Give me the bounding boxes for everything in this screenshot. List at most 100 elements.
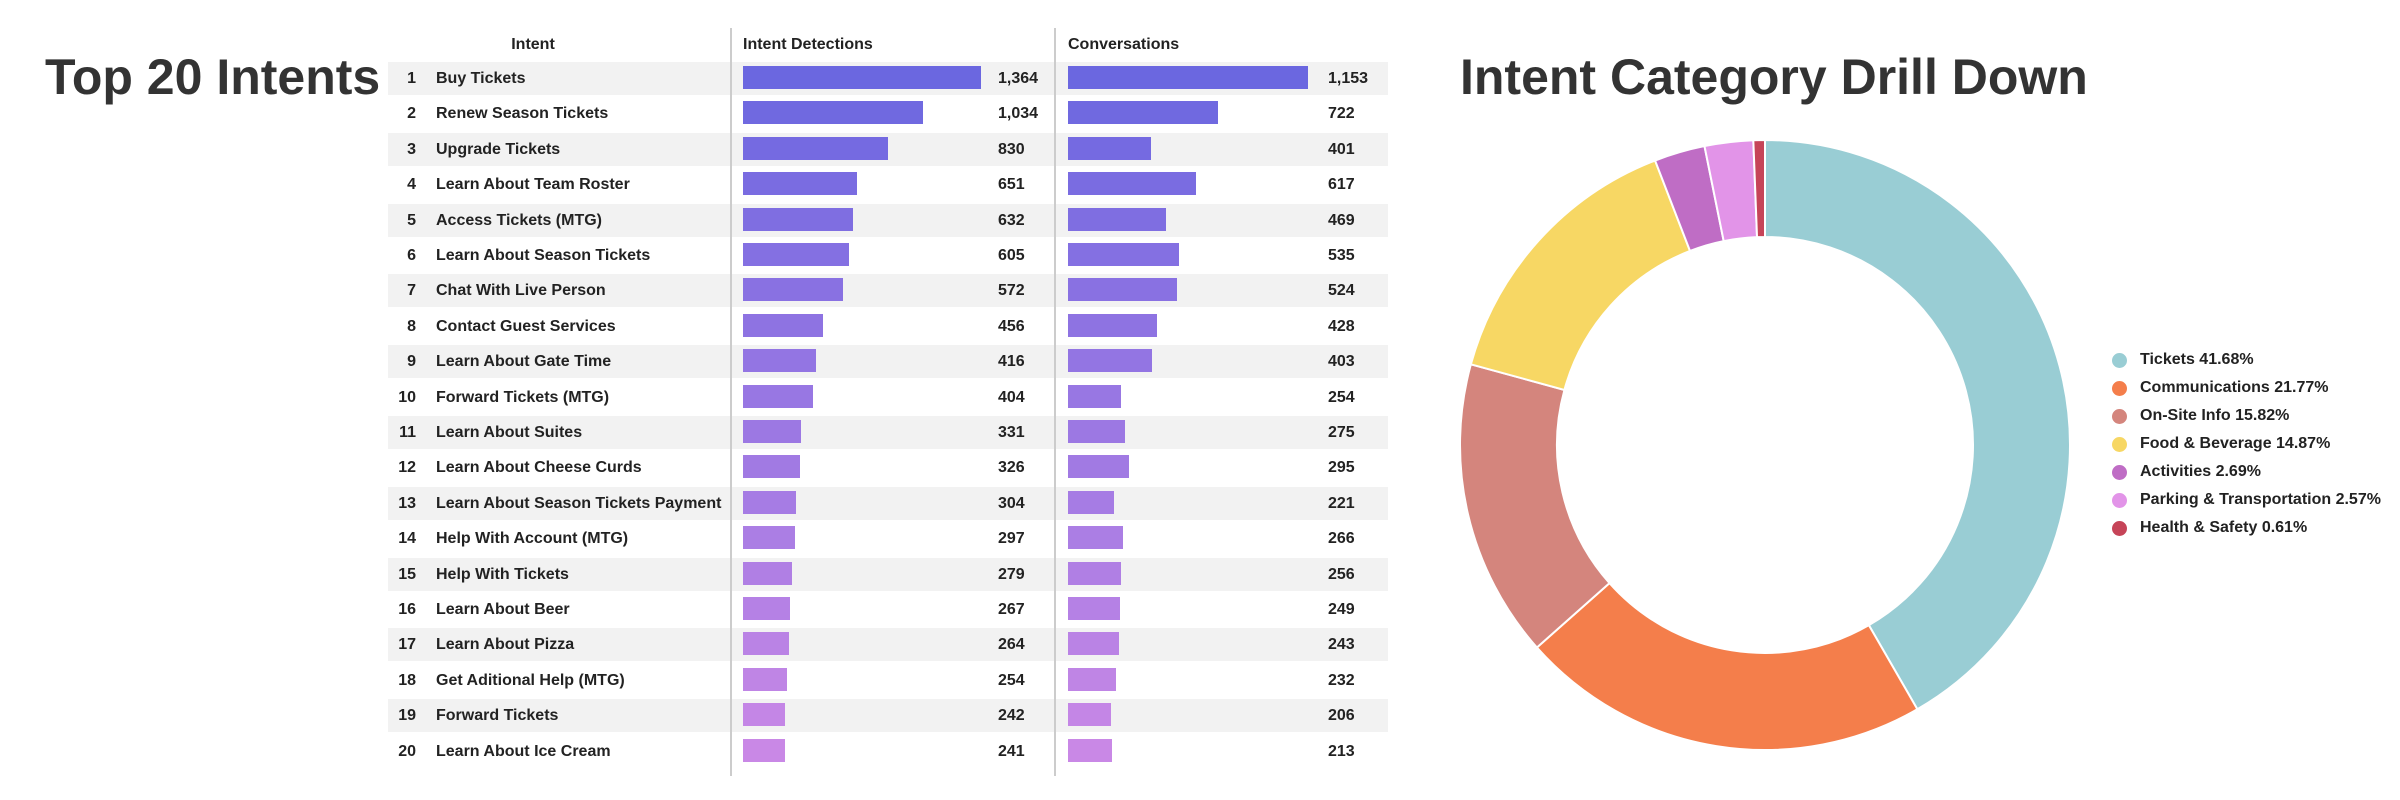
- detections-value: 1,034: [998, 105, 1039, 123]
- conversations-value: 428: [1328, 317, 1355, 335]
- conversations-bar: [1068, 66, 1308, 89]
- detections-bar: [743, 243, 849, 266]
- legend-swatch: [2112, 409, 2127, 424]
- row-rank: 6: [407, 247, 416, 264]
- intent-name: Chat With Live Person: [436, 282, 606, 300]
- table-row: 7 Chat With Live Person 572 524: [388, 274, 1388, 308]
- row-rank: 11: [399, 424, 416, 441]
- legend-label: Health & Safety 0.61%: [2140, 519, 2308, 536]
- column-divider: [730, 28, 732, 776]
- conversations-value: 722: [1328, 105, 1355, 123]
- detections-bar: [743, 490, 797, 514]
- legend-label: Food & Beverage 14.87%: [2140, 435, 2331, 452]
- row-rank: 15: [398, 565, 416, 583]
- conversations-bar: [1068, 490, 1114, 514]
- intent-name: Learn About Cheese Curds: [436, 459, 642, 477]
- conversations-value: 256: [1328, 565, 1355, 583]
- intent-name: Get Aditional Help (MTG): [436, 671, 625, 689]
- intent-name: Learn About Gate Time: [436, 353, 612, 371]
- table-row: 19 Forward Tickets 242 206: [388, 699, 1388, 733]
- conversations-bar: [1068, 136, 1152, 160]
- intent-name: Access Tickets (MTG): [436, 211, 602, 229]
- detections-value: 304: [998, 494, 1025, 512]
- intent-name: Buy Tickets: [436, 70, 526, 87]
- legend-swatch: [2112, 353, 2127, 368]
- intent-name: Learn About Suites: [436, 424, 583, 441]
- intent-name: Forward Tickets (MTG): [436, 388, 610, 406]
- detections-value: 572: [998, 282, 1025, 300]
- table-row: 3 Upgrade Tickets 830 401: [388, 132, 1388, 166]
- detections-value: 1,364: [998, 70, 1039, 87]
- row-rank: 20: [398, 742, 416, 760]
- table-row: 9 Learn About Gate Time 416 403: [388, 345, 1388, 379]
- table-row: 15 Help With Tickets 279 256: [388, 557, 1388, 591]
- row-rank: 16: [398, 601, 416, 618]
- detections-bar: [743, 207, 854, 231]
- conversations-bar: [1068, 561, 1122, 585]
- conversations-bar: [1068, 667, 1117, 691]
- row-rank: 14: [398, 530, 416, 548]
- donut-slice: [1752, 138, 1766, 239]
- detections-value: 404: [998, 388, 1025, 406]
- category-donut-chart: [1455, 135, 2075, 755]
- table-row: 16 Learn About Beer 267 249: [388, 593, 1388, 626]
- conversations-bar: [1068, 313, 1158, 337]
- intent-name: Learn About Team Roster: [436, 176, 630, 194]
- conversations-value: 295: [1328, 459, 1355, 477]
- intent-name: Learn About Season Tickets: [436, 247, 651, 264]
- conversations-value: 401: [1328, 140, 1355, 158]
- conversations-bar: [1068, 455, 1130, 479]
- table-header: Intent Intent Detections Conversations: [388, 28, 1388, 62]
- conversations-value: 275: [1328, 424, 1355, 441]
- detections-value: 416: [998, 353, 1025, 371]
- conversations-value: 617: [1328, 176, 1355, 194]
- detections-bar: [743, 597, 790, 620]
- conversations-bar: [1068, 278, 1178, 302]
- row-rank: 13: [398, 494, 416, 512]
- conversations-bar: [1068, 349, 1152, 373]
- intent-name: Forward Tickets: [436, 707, 559, 725]
- conversations-value: 266: [1328, 530, 1355, 548]
- row-rank: 5: [407, 211, 416, 229]
- legend-swatch: [2112, 521, 2127, 536]
- detections-bar: [743, 455, 800, 479]
- detections-value: 830: [998, 140, 1025, 158]
- header-conversations: Conversations: [1068, 36, 1180, 53]
- detections-bar: [743, 667, 788, 691]
- detections-value: 254: [998, 671, 1025, 689]
- detections-bar: [743, 349, 816, 373]
- row-rank: 10: [398, 388, 416, 406]
- detections-value: 264: [998, 636, 1025, 654]
- intent-name: Upgrade Tickets: [436, 140, 561, 158]
- intent-name: Renew Season Tickets: [436, 105, 609, 123]
- legend-swatch: [2112, 437, 2127, 452]
- detections-bar: [743, 420, 801, 443]
- donut-slice: [1469, 159, 1692, 392]
- conversations-value: 249: [1328, 601, 1355, 618]
- table-row: 12 Learn About Cheese Curds 326 295: [388, 451, 1388, 484]
- donut-svg: [1459, 138, 2072, 751]
- intent-name: Learn About Ice Cream: [436, 742, 611, 760]
- header-intent: Intent: [511, 36, 555, 53]
- detections-bar: [743, 738, 786, 762]
- conversations-bar: [1068, 597, 1120, 620]
- donut-slice: [1535, 581, 1919, 751]
- conversations-value: 206: [1328, 707, 1355, 725]
- detections-bar: [743, 632, 790, 656]
- detections-bar: [743, 313, 823, 337]
- donut-slice: [1764, 138, 2072, 711]
- table-row: 17 Learn About Pizza 264 243: [388, 628, 1388, 662]
- table-row: 5 Access Tickets (MTG) 632 469: [388, 203, 1388, 237]
- conversations-value: 243: [1328, 636, 1355, 654]
- intent-name: Learn About Beer: [436, 601, 570, 618]
- detections-value: 605: [998, 247, 1025, 264]
- table-row: 2 Renew Season Tickets 1,034 722: [388, 97, 1388, 130]
- legend-label: Parking & Transportation 2.57%: [2140, 491, 2381, 508]
- detections-bar: [743, 703, 786, 727]
- detections-value: 326: [998, 459, 1025, 477]
- table-row: 10 Forward Tickets (MTG) 404 254: [388, 381, 1388, 414]
- detections-bar: [743, 278, 843, 302]
- detections-value: 241: [998, 742, 1025, 760]
- conversations-bar: [1068, 207, 1166, 231]
- detections-value: 331: [998, 424, 1025, 441]
